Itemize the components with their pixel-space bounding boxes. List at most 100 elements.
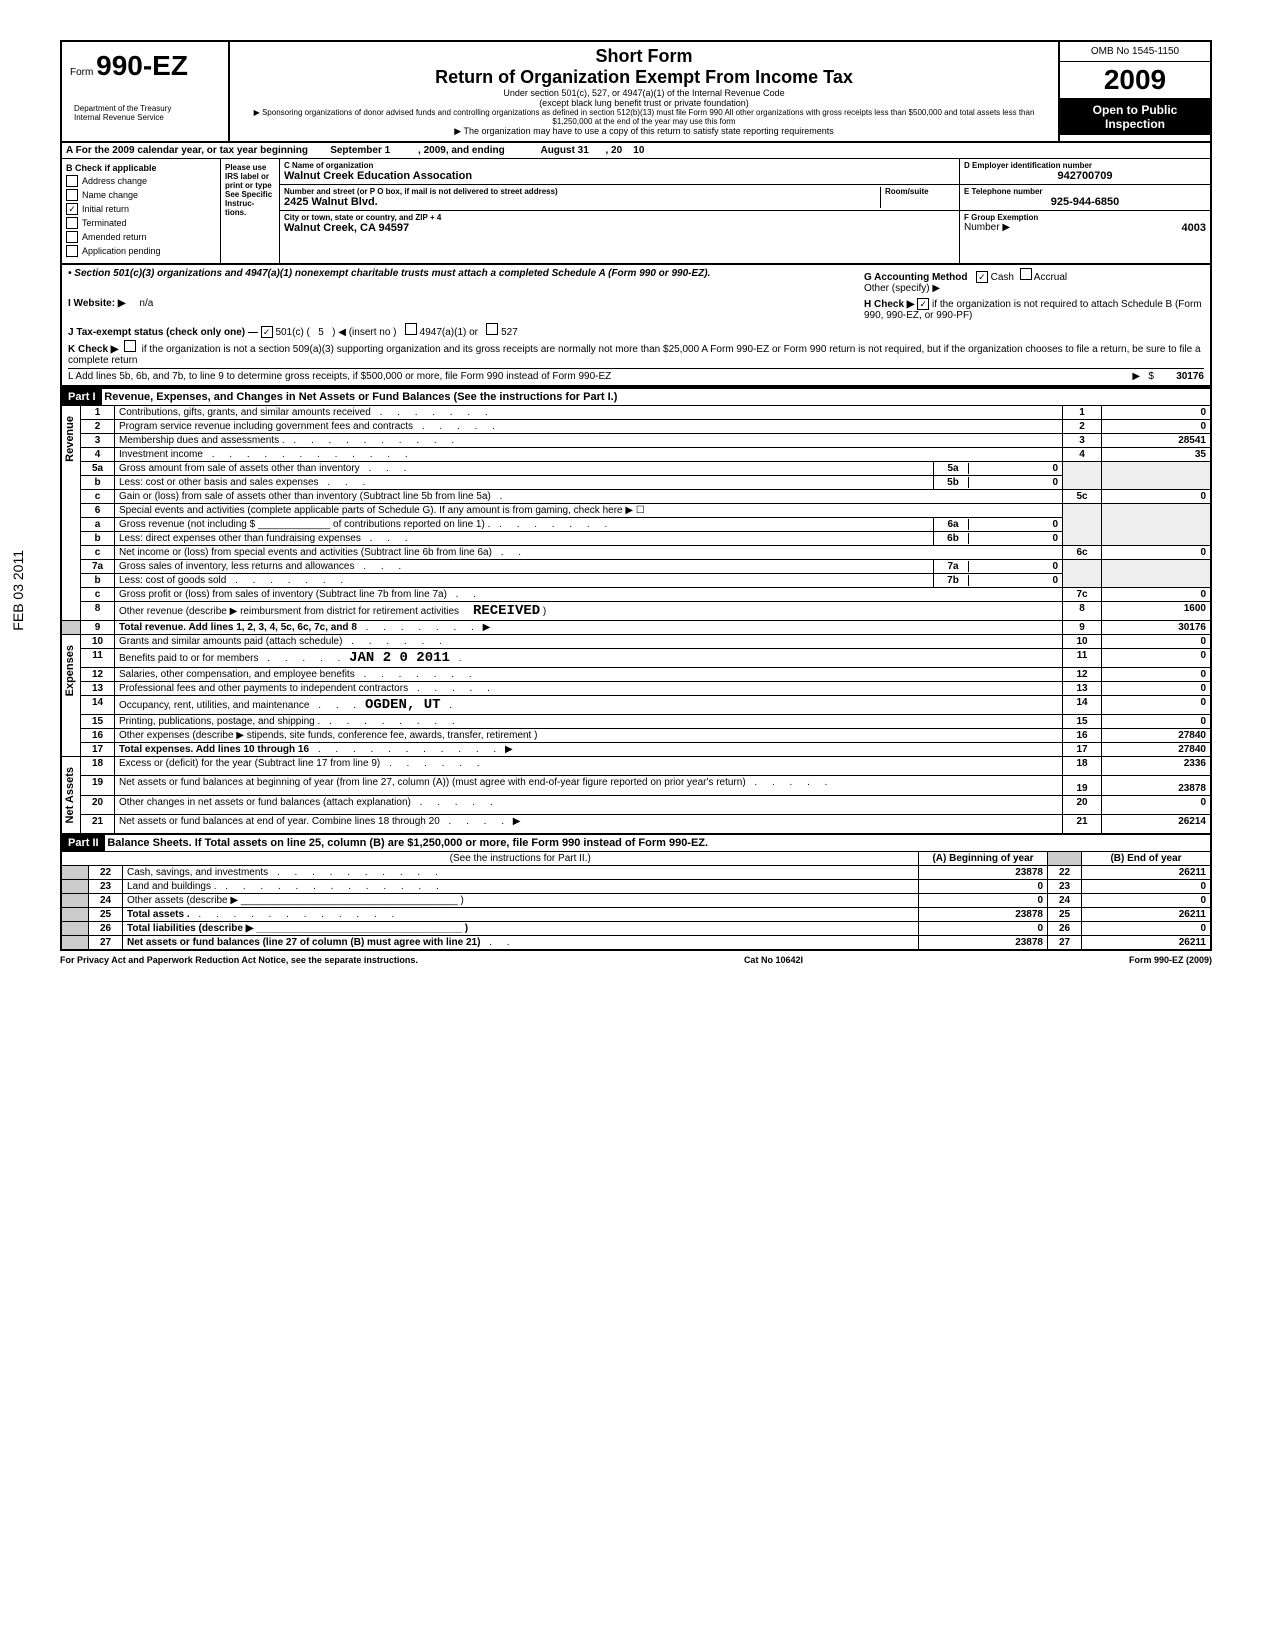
short-form-label: Short Form bbox=[238, 46, 1050, 67]
line-18-box: 18 bbox=[1063, 757, 1102, 776]
bl-23-num: 23 bbox=[89, 880, 123, 894]
line-7a-text: Gross sales of inventory, less returns a… bbox=[119, 561, 354, 572]
checkbox-cash[interactable]: ✓ bbox=[976, 271, 988, 283]
line-2-text: Program service revenue including govern… bbox=[119, 421, 413, 432]
checkbox-name[interactable] bbox=[66, 189, 78, 201]
main-title: Return of Organization Exempt From Incom… bbox=[238, 67, 1050, 88]
revenue-label: Revenue bbox=[62, 406, 78, 472]
line-6c-amount: 0 bbox=[1102, 546, 1212, 560]
addr-label: Number and street (or P O box, if mail i… bbox=[284, 187, 880, 196]
checkbox-pending[interactable] bbox=[66, 245, 78, 257]
line-13-text: Professional fees and other payments to … bbox=[119, 683, 408, 694]
checkbox-amended[interactable] bbox=[66, 231, 78, 243]
line-9-amount: 30176 bbox=[1102, 621, 1212, 635]
checkbox-527[interactable] bbox=[486, 323, 498, 335]
checkbox-k[interactable] bbox=[124, 340, 136, 352]
line-5a-iamount: 0 bbox=[1052, 463, 1058, 474]
tax-year: 2009 bbox=[1060, 62, 1210, 99]
line-6-text: Special events and activities (complete … bbox=[119, 505, 645, 516]
line-19-box: 19 bbox=[1063, 776, 1102, 795]
line-16-text: Other expenses (describe ▶ stipends, sit… bbox=[119, 730, 537, 741]
org-city: Walnut Creek, CA 94597 bbox=[284, 222, 955, 234]
checkbox-501c[interactable]: ✓ bbox=[261, 326, 273, 338]
line-11-text: Benefits paid to or for members bbox=[119, 653, 259, 664]
checkbox-terminated[interactable] bbox=[66, 217, 78, 229]
line-9-box: 9 bbox=[1063, 621, 1102, 635]
i-label: I Website: ▶ bbox=[68, 298, 126, 309]
line-7c-amount: 0 bbox=[1102, 588, 1212, 602]
bl-22-num: 22 bbox=[89, 866, 123, 880]
form-prefix: Form bbox=[70, 67, 93, 78]
line-2-amount: 0 bbox=[1102, 420, 1212, 434]
line-6a-iamount: 0 bbox=[1052, 519, 1058, 530]
l-value: 30176 bbox=[1176, 371, 1204, 382]
line-7b-ibox: 7b bbox=[938, 575, 969, 586]
cb-label-3: Terminated bbox=[82, 218, 127, 228]
cb-label-4: Amended return bbox=[82, 232, 147, 242]
bl-22-text: Cash, savings, and investments bbox=[127, 867, 268, 878]
open-public-box: Open to Public Inspection bbox=[1060, 99, 1210, 135]
line-5c-box: 5c bbox=[1063, 490, 1102, 504]
line-16-box: 16 bbox=[1063, 729, 1102, 743]
line-6a-ibox: 6a bbox=[938, 519, 969, 530]
bl-26-num: 26 bbox=[89, 922, 123, 936]
cb-label-0: Address change bbox=[82, 176, 147, 186]
form-number: 990-EZ bbox=[96, 50, 188, 81]
line-18-amount: 2336 bbox=[1102, 757, 1212, 776]
ein: 942700709 bbox=[964, 170, 1206, 182]
bl-24-b: 0 bbox=[1082, 894, 1212, 908]
open-public: Open to Public bbox=[1064, 103, 1206, 117]
checkbox-address[interactable] bbox=[66, 175, 78, 187]
bl-25-box: 25 bbox=[1048, 908, 1082, 922]
line-5b-ibox: 5b bbox=[938, 477, 969, 488]
line-21-text: Net assets or fund balances at end of ye… bbox=[119, 816, 440, 827]
checkbox-4947[interactable] bbox=[405, 323, 417, 335]
form-header: Form 990-EZ Department of the Treasury I… bbox=[60, 40, 1212, 141]
line-10-amount: 0 bbox=[1102, 635, 1212, 649]
line-19-amount: 23878 bbox=[1102, 776, 1212, 795]
right-header: OMB No 1545-1150 2009 Open to Public Ins… bbox=[1060, 42, 1210, 141]
checkbox-accrual[interactable] bbox=[1020, 268, 1032, 280]
balance-row-27: 27 Net assets or fund balances (line 27 … bbox=[61, 936, 1211, 951]
line-6b-ibox: 6b bbox=[938, 533, 969, 544]
line-14-box: 14 bbox=[1063, 696, 1102, 715]
inspection: Inspection bbox=[1064, 117, 1206, 131]
g-accrual: Accrual bbox=[1034, 272, 1067, 283]
line-8-text: Other revenue (describe ▶ reimbursment f… bbox=[119, 606, 459, 617]
j-501c-num: 5 bbox=[318, 327, 324, 338]
side-stamp-date: FEB 03 2011 bbox=[10, 550, 26, 631]
bullet-section: • Section 501(c)(3) organizations and 49… bbox=[60, 265, 1212, 387]
line-6a-text: Gross revenue (not including $ _________… bbox=[119, 519, 490, 530]
ogden-stamp: OGDEN, UT bbox=[365, 697, 441, 713]
line-9-text: Total revenue. Add lines 1, 2, 3, 4, 5c,… bbox=[119, 622, 357, 633]
bl-23-text: Land and buildings . bbox=[127, 881, 217, 892]
mid-label: , 2009, and ending bbox=[418, 145, 505, 156]
balance-row-24: 24 Other assets (describe ▶ ____________… bbox=[61, 894, 1211, 908]
bl-22-a: 23878 bbox=[919, 866, 1048, 880]
bl-24-box: 24 bbox=[1048, 894, 1082, 908]
bl-23-a: 0 bbox=[919, 880, 1048, 894]
date-stamp: JAN 2 0 2011 bbox=[349, 650, 450, 666]
irs-label: Internal Revenue Service bbox=[74, 113, 216, 122]
checkbox-initial[interactable]: ✓ bbox=[66, 203, 78, 215]
line-8-box: 8 bbox=[1063, 602, 1102, 621]
line-7c-text: Gross profit or (loss) from sales of inv… bbox=[119, 589, 447, 600]
g-label: G Accounting Method bbox=[864, 272, 968, 283]
checkbox-h[interactable]: ✓ bbox=[917, 298, 929, 310]
i-value: n/a bbox=[139, 298, 153, 309]
line-13-box: 13 bbox=[1063, 682, 1102, 696]
line-17-box: 17 bbox=[1063, 743, 1102, 757]
line-21-amount: 26214 bbox=[1102, 814, 1212, 834]
form-ref: Form 990-EZ (2009) bbox=[1129, 955, 1212, 965]
line-21-box: 21 bbox=[1063, 814, 1102, 834]
bl-23-box: 23 bbox=[1048, 880, 1082, 894]
line-13-amount: 0 bbox=[1102, 682, 1212, 696]
balance-row-25: 25 Total assets . . . . . . . . . . . . … bbox=[61, 908, 1211, 922]
line-6c-text: Net income or (loss) from special events… bbox=[119, 547, 492, 558]
section-a-label: A For the 2009 calendar year, or tax yea… bbox=[66, 145, 308, 156]
omb-number: OMB No 1545-1150 bbox=[1060, 42, 1210, 62]
subtitle4: ▶ The organization may have to use a cop… bbox=[238, 126, 1050, 137]
line-6b-text: Less: direct expenses other than fundrai… bbox=[119, 533, 361, 544]
line-1-box: 1 bbox=[1063, 406, 1102, 420]
expenses-label: Expenses bbox=[62, 635, 78, 706]
